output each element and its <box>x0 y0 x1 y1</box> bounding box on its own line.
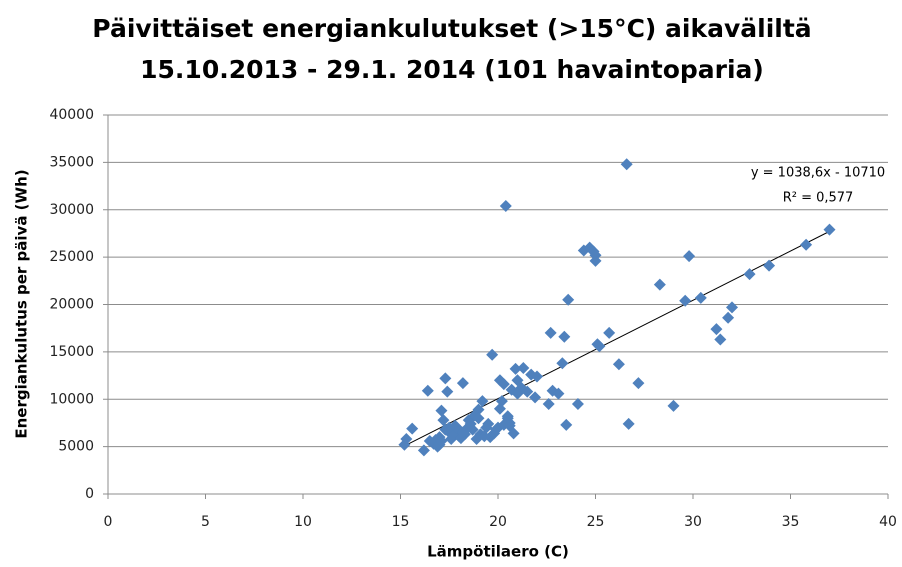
data-point <box>493 402 506 415</box>
data-point <box>421 384 434 397</box>
data-point <box>439 372 452 385</box>
data-point <box>503 419 516 432</box>
data-point <box>556 357 569 370</box>
y-tick-label: 30000 <box>49 202 94 218</box>
data-point <box>620 158 633 171</box>
data-point <box>517 361 530 374</box>
data-point <box>521 385 534 398</box>
data-point <box>612 358 625 371</box>
data-point <box>558 330 571 343</box>
data-point <box>653 278 666 291</box>
data-point <box>505 383 518 396</box>
x-tick-label: 40 <box>879 514 897 530</box>
data-point <box>622 417 635 430</box>
chart-subtitle: 15.10.2013 - 29.1. 2014 (101 havaintopar… <box>140 55 764 84</box>
data-point <box>490 423 503 436</box>
data-point <box>531 370 543 383</box>
data-point <box>544 326 557 339</box>
data-point <box>435 404 448 417</box>
data-point <box>632 377 645 390</box>
data-point <box>441 385 454 398</box>
data-point <box>482 417 495 430</box>
data-point <box>552 387 565 400</box>
x-tick-label: 5 <box>201 514 210 530</box>
x-tick-label: 10 <box>294 514 312 530</box>
data-point <box>456 426 469 439</box>
data-point <box>560 418 573 431</box>
y-tick-label: 20000 <box>49 297 94 313</box>
data-point <box>423 434 436 447</box>
y-tick-label: 10000 <box>49 391 94 407</box>
data-point <box>683 250 696 263</box>
data-point <box>571 397 584 410</box>
data-point <box>406 422 419 435</box>
data-point <box>542 397 555 410</box>
y-tick-label: 40000 <box>49 107 94 123</box>
data-point <box>497 378 510 391</box>
data-point <box>710 323 723 336</box>
data-point <box>509 362 522 375</box>
y-tick-label: 25000 <box>49 249 94 265</box>
data-point <box>499 199 512 212</box>
data-point <box>714 333 727 346</box>
data-point <box>435 434 448 447</box>
data-point <box>472 412 485 425</box>
data-point <box>679 294 692 307</box>
y-tick-label: 15000 <box>49 344 94 360</box>
x-tick-label: 25 <box>587 514 605 530</box>
y-tick-label: 35000 <box>49 154 94 170</box>
data-point <box>486 348 499 361</box>
data-point <box>456 377 469 390</box>
data-point <box>511 387 524 400</box>
trendline-equation: y = 1038,6x - 10710 <box>751 166 885 181</box>
data-point <box>743 268 756 281</box>
x-tick-label: 20 <box>489 514 507 530</box>
data-point <box>589 249 602 262</box>
data-point <box>800 238 813 251</box>
data-point <box>464 417 477 430</box>
data-point <box>476 395 489 408</box>
x-tick-label: 30 <box>684 514 702 530</box>
data-point <box>478 430 491 443</box>
data-point <box>437 414 450 427</box>
data-point <box>667 399 680 412</box>
y-axis-title: Energiankulutus per päivä (Wh) <box>13 169 31 438</box>
data-point <box>443 421 456 434</box>
data-point <box>417 444 430 457</box>
data-point <box>603 326 616 339</box>
data-point <box>562 293 575 306</box>
data-point <box>763 259 776 272</box>
data-point <box>593 340 606 353</box>
data-point <box>722 311 735 324</box>
y-tick-label: 0 <box>85 486 94 502</box>
data-point <box>398 438 411 451</box>
data-point <box>726 301 738 314</box>
x-axis-title: Lämpötilaero (C) <box>427 543 569 561</box>
x-tick-label: 0 <box>104 514 113 530</box>
chart-title: Päivittäiset energiankulutukset (>15°C) … <box>92 14 811 43</box>
y-tick-label: 5000 <box>58 439 94 455</box>
x-tick-label: 15 <box>392 514 410 530</box>
x-tick-label: 35 <box>782 514 800 530</box>
data-point <box>823 223 836 236</box>
data-point <box>694 291 707 304</box>
trendline-r-squared: R² = 0,577 <box>783 191 854 206</box>
data-point <box>529 391 542 404</box>
